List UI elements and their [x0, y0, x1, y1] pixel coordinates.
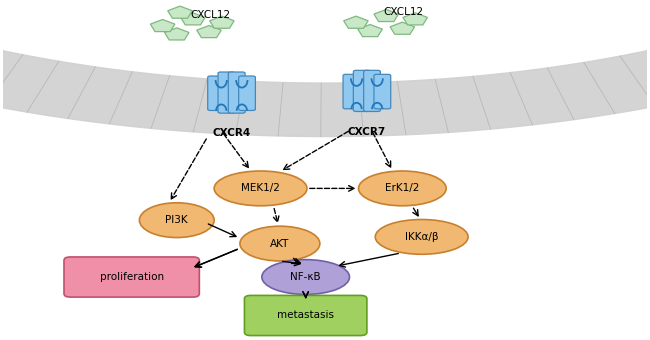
- FancyBboxPatch shape: [228, 72, 245, 113]
- Text: CXCL12: CXCL12: [384, 7, 424, 17]
- Polygon shape: [403, 13, 428, 25]
- FancyBboxPatch shape: [218, 72, 235, 113]
- FancyBboxPatch shape: [374, 74, 391, 109]
- Polygon shape: [0, 0, 650, 137]
- FancyBboxPatch shape: [343, 74, 360, 109]
- Polygon shape: [168, 6, 192, 18]
- Text: CXCR7: CXCR7: [348, 126, 386, 137]
- Polygon shape: [358, 24, 382, 37]
- Text: NF-κB: NF-κB: [291, 272, 321, 282]
- Text: metastasis: metastasis: [277, 310, 334, 321]
- FancyBboxPatch shape: [208, 76, 224, 110]
- Text: proliferation: proliferation: [99, 272, 164, 282]
- Ellipse shape: [375, 220, 468, 254]
- Polygon shape: [390, 22, 415, 34]
- Polygon shape: [181, 13, 205, 25]
- Text: ErK1/2: ErK1/2: [385, 183, 419, 193]
- FancyBboxPatch shape: [354, 70, 370, 112]
- Polygon shape: [150, 19, 175, 32]
- Ellipse shape: [139, 203, 214, 238]
- Text: MEK1/2: MEK1/2: [241, 183, 280, 193]
- Ellipse shape: [262, 260, 350, 294]
- FancyBboxPatch shape: [244, 295, 367, 336]
- Polygon shape: [344, 16, 368, 28]
- Text: IKKα/β: IKKα/β: [405, 232, 438, 242]
- Text: CXCL12: CXCL12: [190, 10, 230, 20]
- FancyBboxPatch shape: [64, 257, 200, 297]
- Text: PI3K: PI3K: [166, 215, 188, 225]
- Ellipse shape: [240, 226, 320, 261]
- Polygon shape: [210, 16, 234, 28]
- Polygon shape: [374, 10, 398, 21]
- Ellipse shape: [214, 171, 307, 206]
- Polygon shape: [197, 26, 221, 38]
- Polygon shape: [164, 28, 189, 40]
- Text: CXCR4: CXCR4: [213, 128, 251, 138]
- FancyBboxPatch shape: [239, 76, 255, 110]
- Ellipse shape: [359, 171, 446, 206]
- Text: AKT: AKT: [270, 239, 290, 249]
- FancyBboxPatch shape: [363, 70, 380, 112]
